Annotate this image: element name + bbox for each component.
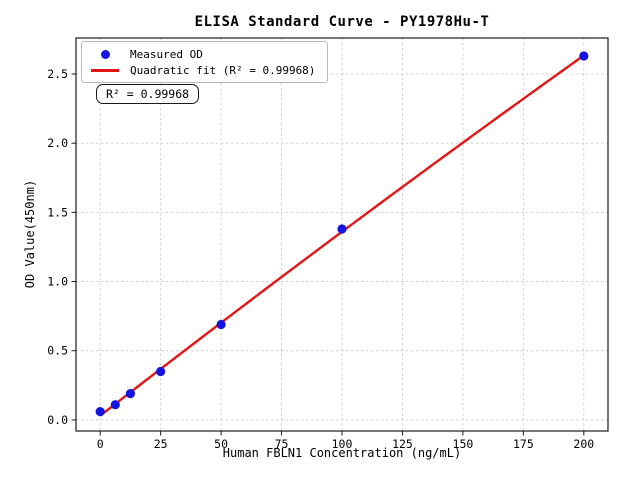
- chart-title: ELISA Standard Curve - PY1978Hu-T: [194, 14, 490, 30]
- y-tick-label: 2.0: [47, 136, 68, 150]
- x-tick-label: 75: [275, 437, 289, 451]
- x-tick-label: 175: [513, 437, 534, 451]
- y-tick-label: 1.5: [47, 205, 68, 219]
- x-tick-label: 0: [97, 437, 104, 451]
- data-point: [95, 407, 105, 417]
- x-tick-label: 25: [154, 437, 168, 451]
- scatter-marker-icon: [100, 49, 110, 59]
- y-axis-label: OD Value(450nm): [23, 179, 37, 289]
- legend-label-quadratic-fit: Quadratic fit (R² = 0.99968): [130, 63, 316, 77]
- x-tick-label: 200: [573, 437, 594, 451]
- y-tick-label: 0.5: [47, 344, 68, 358]
- x-tick-label: 50: [214, 437, 228, 451]
- x-tick-label: 100: [332, 437, 353, 451]
- legend: Measured OD Quadratic fit (R² = 0.99968): [81, 41, 329, 83]
- legend-marker-cell: [88, 68, 122, 72]
- data-point: [579, 51, 589, 61]
- legend-entry-measured-od: Measured OD: [88, 46, 315, 62]
- x-axis-label: Human FBLN1 Concentration (ng/mL): [222, 446, 462, 460]
- data-point: [216, 319, 226, 330]
- legend-label-measured-od: Measured OD: [130, 47, 203, 61]
- plot-border: [75, 37, 609, 432]
- data-point: [125, 389, 136, 399]
- x-tick-label: 150: [453, 437, 474, 451]
- y-tick-label: 2.5: [47, 67, 68, 81]
- data-point: [156, 366, 166, 377]
- data-point: [337, 224, 347, 234]
- legend-marker-cell: [88, 49, 122, 59]
- data-point: [110, 400, 120, 410]
- r-squared-annotation: R² = 0.99968: [96, 84, 200, 104]
- legend-entry-quadratic-fit: Quadratic fit (R² = 0.99968): [88, 62, 315, 78]
- x-tick-label: 125: [392, 437, 413, 451]
- y-tick-label: 0.0: [47, 413, 68, 427]
- y-tick-label: 1.0: [47, 275, 68, 289]
- line-marker-icon: [91, 68, 119, 72]
